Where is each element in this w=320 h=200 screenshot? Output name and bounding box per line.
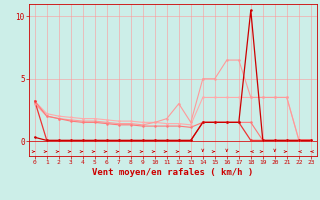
X-axis label: Vent moyen/en rafales ( km/h ): Vent moyen/en rafales ( km/h ) [92, 168, 253, 177]
